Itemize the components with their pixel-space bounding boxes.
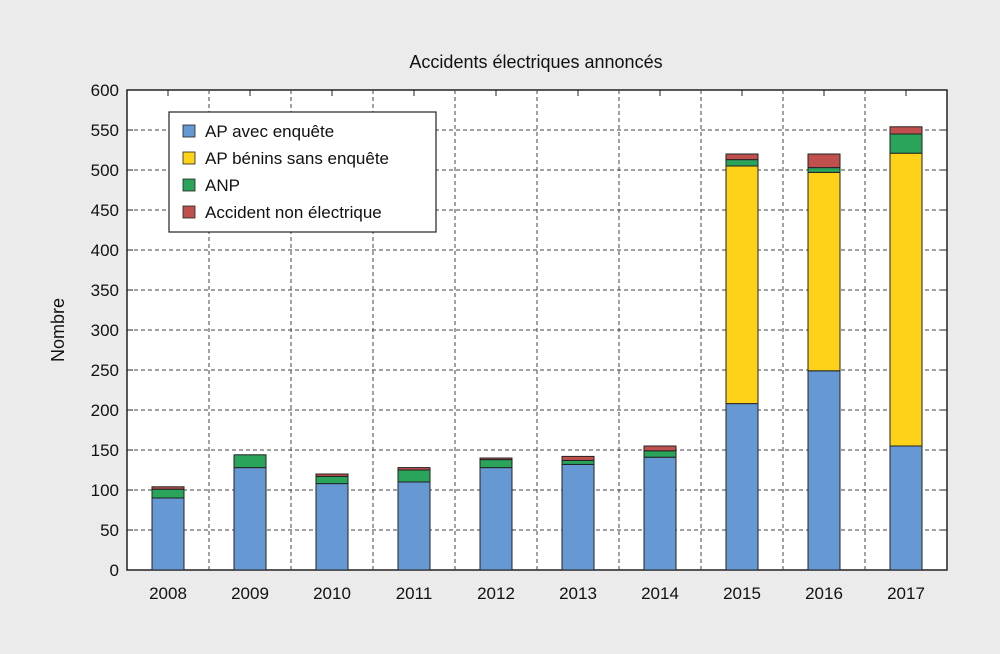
legend-swatch (182, 124, 196, 138)
bar-segment (561, 463, 595, 571)
bar-segment (151, 486, 185, 490)
legend-label: ANP (205, 176, 240, 195)
bar-segment (315, 483, 349, 571)
bar-segment (725, 403, 759, 571)
y-tick-label: 450 (91, 201, 119, 220)
bar-segment (889, 133, 923, 154)
x-tick-label: 2010 (313, 584, 351, 603)
bar-segment (233, 454, 267, 469)
bar-segment (233, 467, 267, 571)
y-tick-label: 250 (91, 361, 119, 380)
x-tick-label: 2017 (887, 584, 925, 603)
bar-segment (315, 475, 349, 485)
y-tick-labels: 0 50 100 150 200 250 300 350 400 450 500 550 600 (91, 81, 119, 580)
bar-segment (151, 488, 185, 499)
bar-segment (397, 467, 431, 471)
x-tick-label: 2015 (723, 584, 761, 603)
bar-segment (151, 497, 185, 571)
legend-label: AP avec enquête (205, 122, 334, 141)
legend-swatch (182, 151, 196, 165)
x-tick-label: 2016 (805, 584, 843, 603)
x-tick-label: 2012 (477, 584, 515, 603)
y-tick-label: 550 (91, 121, 119, 140)
x-tick-label: 2009 (231, 584, 269, 603)
y-tick-label: 600 (91, 81, 119, 100)
x-tick-label: 2013 (559, 584, 597, 603)
bar-segment (479, 459, 513, 469)
legend-swatch (182, 205, 196, 219)
y-tick-label: 100 (91, 481, 119, 500)
bar-segment (725, 153, 759, 161)
bar-segment (479, 457, 513, 461)
x-tick-label: 2014 (641, 584, 679, 603)
y-tick-label: 500 (91, 161, 119, 180)
y-tick-label: 0 (110, 561, 119, 580)
bar-segment (643, 450, 677, 458)
bar-segment (643, 456, 677, 571)
legend-label: AP bénins sans enquête (205, 149, 389, 168)
bar-segment (561, 455, 595, 461)
y-tick-label: 150 (91, 441, 119, 460)
y-tick-label: 200 (91, 401, 119, 420)
legend-label: Accident non électrique (205, 203, 382, 222)
bar-segment (479, 467, 513, 571)
bar-segment (889, 152, 923, 447)
y-tick-label: 350 (91, 281, 119, 300)
bar-segment (643, 445, 677, 452)
legend-swatch (182, 178, 196, 192)
bar-segment (807, 153, 841, 169)
y-tick-label: 400 (91, 241, 119, 260)
bar-segment (807, 171, 841, 372)
bar-segment (807, 167, 841, 173)
x-tick-label: 2008 (149, 584, 187, 603)
bar-segment (807, 370, 841, 571)
legend-box (168, 111, 437, 233)
y-tick-label: 300 (91, 321, 119, 340)
bar-segment (315, 473, 349, 477)
bar-segment (397, 481, 431, 571)
bars-layer (151, 126, 923, 571)
bar-segment (561, 459, 595, 465)
bar-segment (725, 165, 759, 405)
bar-segment (889, 126, 923, 135)
y-axis-label: Nombre (48, 298, 68, 362)
chart-title: Accidents électriques annoncés (409, 52, 662, 72)
bar-segment (889, 445, 923, 571)
y-tick-label: 50 (100, 521, 119, 540)
x-tick-labels: 2008 2009 2010 2011 2012 2013 2014 2015 2016 2017 (149, 584, 925, 603)
bar-segment (397, 469, 431, 483)
x-tick-label: 2011 (396, 584, 433, 603)
legend: AP avec enquête AP bénins sans enquête ANP… (168, 111, 437, 233)
bar-segment (725, 159, 759, 167)
